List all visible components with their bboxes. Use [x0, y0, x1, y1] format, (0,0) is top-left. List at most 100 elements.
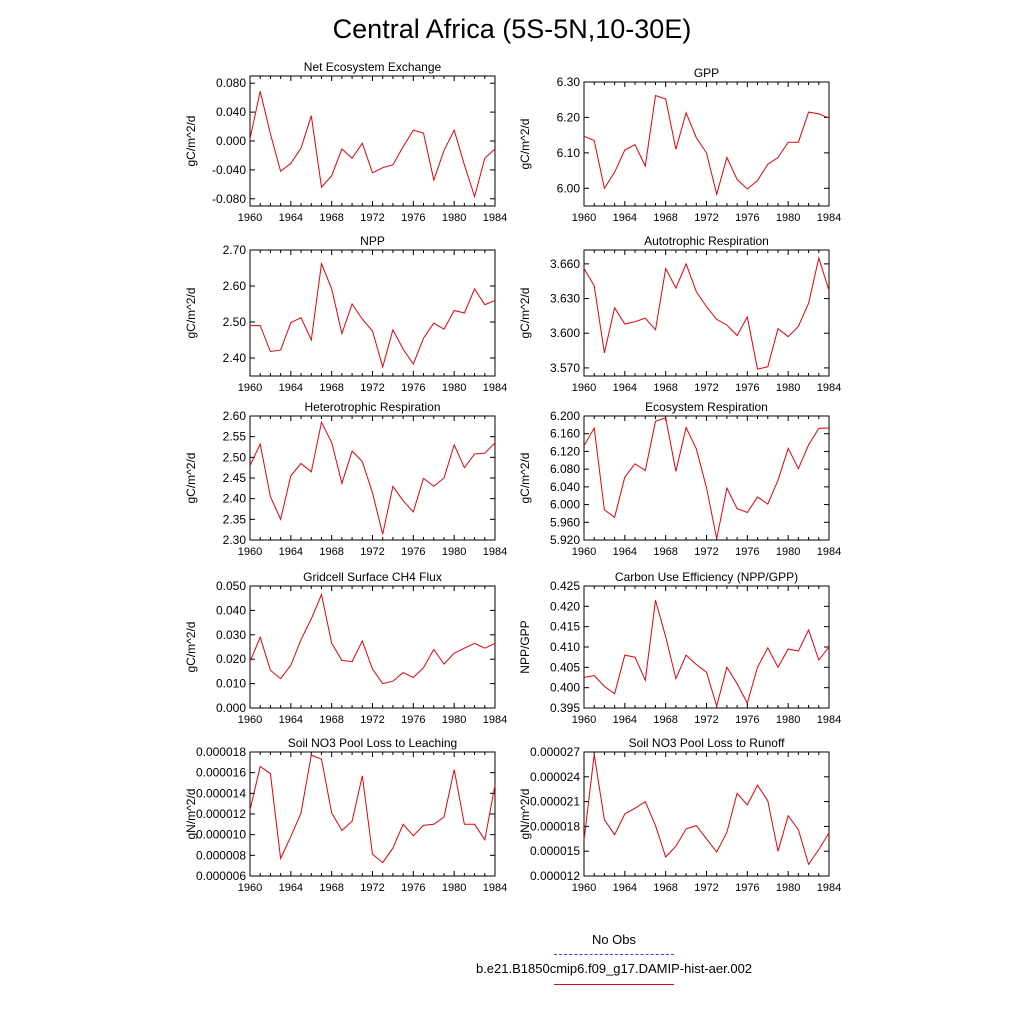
panel-5-ylabel: gC/m^2/d: [184, 453, 198, 504]
panel-7-ytick-label: 0.020: [216, 652, 246, 666]
panel-6-ytick-label: 6.200: [550, 409, 580, 423]
panel-10-xtick-label: 1972: [694, 882, 718, 894]
panel-10-xtick-label: 1984: [817, 882, 841, 894]
panel-5-xtick-label: 1976: [401, 546, 425, 558]
panel-1-ylabel: gC/m^2/d: [184, 116, 198, 167]
panel-2-xtick-label: 1976: [735, 212, 759, 224]
panel-3-title: NPP: [360, 234, 385, 248]
panel-5-title: Heterotrophic Respiration: [304, 400, 440, 414]
panel-5-xtick-label: 1972: [360, 546, 384, 558]
panel-4-ytick-label: 3.570: [550, 361, 580, 375]
panel-7-xtick-label: 1972: [360, 714, 384, 726]
panel-10-frame: [583, 751, 830, 877]
panel-10-xtick-label: 1968: [653, 882, 677, 894]
panel-10-ytick-label: 0.000012: [530, 869, 580, 883]
panel-6-series-line: [583, 417, 830, 539]
panel-7-xtick-label: 1976: [401, 714, 425, 726]
panel-10-xtick-label: 1980: [776, 882, 800, 894]
panel-8-series-line: [583, 600, 830, 708]
panel-9-ytick-label: 0.000012: [196, 807, 246, 821]
panel-10-ytick-label: 0.000024: [530, 770, 580, 784]
panel-1-xtick-label: 1980: [442, 212, 466, 224]
panel-7-ytick-label: 0.030: [216, 628, 246, 642]
panel-10-ytick-label: 0.000018: [530, 819, 580, 833]
panel-8-xtick-label: 1972: [694, 714, 718, 726]
panel-9-ytick-label: 0.000018: [196, 745, 246, 759]
panel-8-xtick-label: 1980: [776, 714, 800, 726]
panel-9-ytick-label: 0.000008: [196, 848, 246, 862]
panel-5-ytick-label: 2.50: [223, 450, 247, 464]
panel-1-xtick-label: 1976: [401, 212, 425, 224]
panel-2-xtick-label: 1972: [694, 212, 718, 224]
panel-7-ytick-label: 0.000: [216, 701, 246, 715]
panel-4-xtick-label: 1980: [776, 382, 800, 394]
panel-9-ytick-label: 0.000010: [196, 828, 246, 842]
panel-6-title: Ecosystem Respiration: [645, 400, 768, 414]
panel-1-xtick-label: 1968: [319, 212, 343, 224]
panel-6-xtick-label: 1968: [653, 546, 677, 558]
panel-1-xtick-label: 1984: [483, 212, 507, 224]
panel-1-ytick-label: 0.080: [216, 76, 246, 90]
panel-2-xtick-label: 1964: [613, 212, 637, 224]
panel-5-xtick-label: 1980: [442, 546, 466, 558]
panel-5-ytick-label: 2.55: [223, 430, 247, 444]
panel-4-xtick-label: 1984: [817, 382, 841, 394]
panel-10-title: Soil NO3 Pool Loss to Runoff: [629, 736, 786, 750]
panel-9-xtick-label: 1964: [279, 882, 303, 894]
panel-3-xtick-label: 1960: [238, 382, 262, 394]
panel-10-series-line: [583, 754, 830, 866]
panel-8-xtick-label: 1964: [613, 714, 637, 726]
panel-9-ytick-label: 0.000006: [196, 869, 246, 883]
panel-8-ytick-label: 0.405: [550, 660, 580, 674]
panel-7-frame: [249, 585, 496, 709]
panel-6-xtick-label: 1976: [735, 546, 759, 558]
panel-9-xtick-label: 1976: [401, 882, 425, 894]
panel-7-xtick-label: 1964: [279, 714, 303, 726]
panel-3-xtick-label: 1976: [401, 382, 425, 394]
panel-6-frame: [583, 415, 830, 541]
legend-line-obs: [554, 954, 674, 955]
panel-7-ytick-label: 0.050: [216, 579, 246, 593]
panel-6-ytick-label: 6.000: [550, 498, 580, 512]
legend-label-model: b.e21.B1850cmip6.f09_g17.DAMIP-hist-aer.…: [475, 961, 753, 976]
panel-10-ytick-label: 0.000027: [530, 745, 580, 759]
panel-1-ytick-label: -0.080: [212, 192, 246, 206]
panel-6-xtick-label: 1984: [817, 546, 841, 558]
panel-4-xtick-label: 1960: [572, 382, 596, 394]
panel-5-frame: [249, 415, 496, 541]
panel-3-ylabel: gC/m^2/d: [184, 288, 198, 339]
panel-10-ytick-label: 0.000021: [530, 795, 580, 809]
panel-6-ytick-label: 5.960: [550, 515, 580, 529]
panel-4-title: Autotrophic Respiration: [644, 234, 769, 248]
panel-8-xtick-label: 1960: [572, 714, 596, 726]
panel-7-xtick-label: 1984: [483, 714, 507, 726]
panel-5-xtick-label: 1984: [483, 546, 507, 558]
panel-7-ytick-label: 0.010: [216, 677, 246, 691]
panel-8-xtick-label: 1968: [653, 714, 677, 726]
panel-10-xtick-label: 1960: [572, 882, 596, 894]
panel-3-xtick-label: 1972: [360, 382, 384, 394]
panel-10-ytick-label: 0.000015: [530, 844, 580, 858]
panel-3-xtick-label: 1984: [483, 382, 507, 394]
panel-2-ytick-label: 6.20: [557, 110, 581, 124]
panel-2-xtick-label: 1968: [653, 212, 677, 224]
panel-5-xtick-label: 1960: [238, 546, 262, 558]
panel-2-xtick-label: 1984: [817, 212, 841, 224]
panel-7-ytick-label: 0.040: [216, 603, 246, 617]
panel-8-ytick-label: 0.395: [550, 701, 580, 715]
panel-6-xtick-label: 1972: [694, 546, 718, 558]
panel-8-ylabel: NPP/GPP: [518, 620, 532, 673]
panel-9-title: Soil NO3 Pool Loss to Leaching: [288, 736, 457, 750]
panel-8-ytick-label: 0.415: [550, 620, 580, 634]
panel-1-ytick-label: -0.040: [212, 163, 246, 177]
panel-10-xtick-label: 1976: [735, 882, 759, 894]
panel-7-series-line: [249, 592, 496, 685]
panel-3-frame: [249, 249, 496, 377]
panel-2-ytick-label: 6.30: [557, 75, 581, 89]
panel-5-ytick-label: 2.45: [223, 471, 247, 485]
panel-5-ytick-label: 2.35: [223, 512, 247, 526]
panel-9-xtick-label: 1968: [319, 882, 343, 894]
panel-2-title: GPP: [694, 66, 719, 80]
panel-2-xtick-label: 1980: [776, 212, 800, 224]
